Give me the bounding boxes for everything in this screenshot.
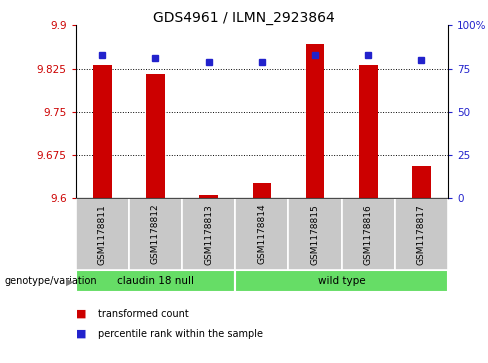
Text: claudin 18 null: claudin 18 null — [117, 276, 194, 286]
Text: wild type: wild type — [318, 276, 366, 286]
Bar — [412, 166, 431, 198]
Text: GSM1178811: GSM1178811 — [98, 204, 107, 265]
Text: ▶: ▶ — [66, 276, 73, 286]
Bar — [395, 198, 448, 270]
Bar — [146, 74, 165, 198]
Text: GSM1178814: GSM1178814 — [257, 204, 266, 265]
Text: transformed count: transformed count — [98, 309, 188, 319]
Text: GSM1178817: GSM1178817 — [417, 204, 426, 265]
Text: GSM1178816: GSM1178816 — [364, 204, 373, 265]
Bar — [305, 44, 325, 198]
Bar — [359, 65, 378, 198]
Bar — [76, 270, 235, 292]
Bar — [235, 270, 448, 292]
Text: GSM1178812: GSM1178812 — [151, 204, 160, 265]
Bar — [93, 65, 112, 198]
Bar — [182, 198, 235, 270]
Text: percentile rank within the sample: percentile rank within the sample — [98, 329, 263, 339]
Text: genotype/variation: genotype/variation — [5, 276, 98, 286]
Text: ■: ■ — [76, 309, 86, 319]
Text: GSM1178813: GSM1178813 — [204, 204, 213, 265]
Bar — [129, 198, 182, 270]
Text: GSM1178815: GSM1178815 — [310, 204, 320, 265]
Bar — [288, 198, 342, 270]
Text: ■: ■ — [76, 329, 86, 339]
Bar — [76, 198, 129, 270]
Bar — [342, 198, 395, 270]
Text: GDS4961 / ILMN_2923864: GDS4961 / ILMN_2923864 — [153, 11, 335, 25]
Bar — [252, 183, 271, 198]
Bar — [199, 195, 218, 198]
Bar — [235, 198, 288, 270]
